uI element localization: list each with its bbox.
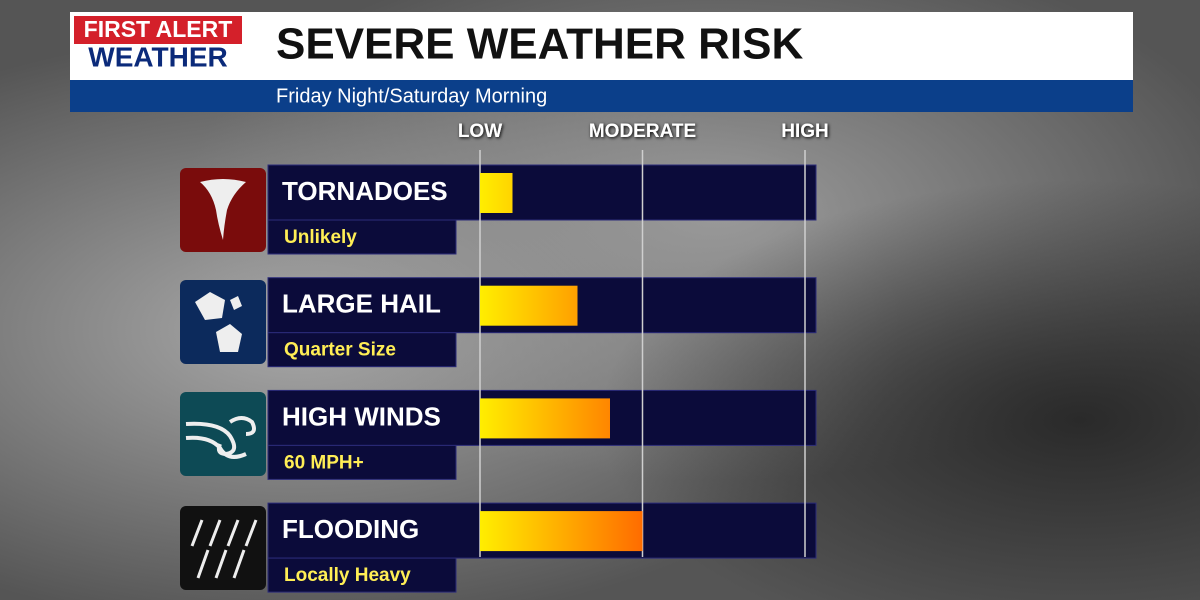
title: SEVERE WEATHER RISK — [276, 20, 803, 69]
hail-icon — [180, 280, 266, 364]
brand-badge — [74, 16, 242, 44]
brand-bottom: WEATHER — [88, 41, 227, 72]
x-tick-label: LOW — [458, 121, 502, 142]
description-box — [267, 219, 457, 255]
x-tick-label: MODERATE — [589, 121, 696, 142]
rain-icon — [180, 506, 266, 590]
icons — [180, 168, 266, 590]
tornado-icon — [180, 168, 266, 252]
category-label: TORNADOES — [282, 176, 448, 206]
description-label: Quarter Size — [284, 340, 396, 361]
category-label: FLOODING — [282, 514, 419, 544]
brand-top: FIRST ALERT — [84, 16, 233, 42]
category-label: LARGE HAIL — [282, 289, 441, 319]
subtitle: Friday Night/Saturday Morning — [276, 85, 547, 107]
x-tick-label: HIGH — [781, 121, 829, 142]
description-label: Unlikely — [284, 227, 357, 248]
bar — [480, 398, 610, 439]
description-box — [267, 444, 457, 480]
bar — [480, 285, 578, 326]
description-label: 60 MPH+ — [284, 452, 364, 473]
description-box — [267, 332, 457, 368]
description-box — [267, 557, 457, 593]
header-box — [70, 12, 1133, 80]
category-label: HIGH WINDS — [282, 401, 441, 431]
bar — [480, 511, 643, 552]
row-panel — [267, 164, 817, 221]
bar — [480, 173, 513, 213]
subtitle-strip — [70, 80, 1133, 112]
description-label: Locally Heavy — [284, 565, 411, 586]
wind-icon — [180, 392, 266, 476]
